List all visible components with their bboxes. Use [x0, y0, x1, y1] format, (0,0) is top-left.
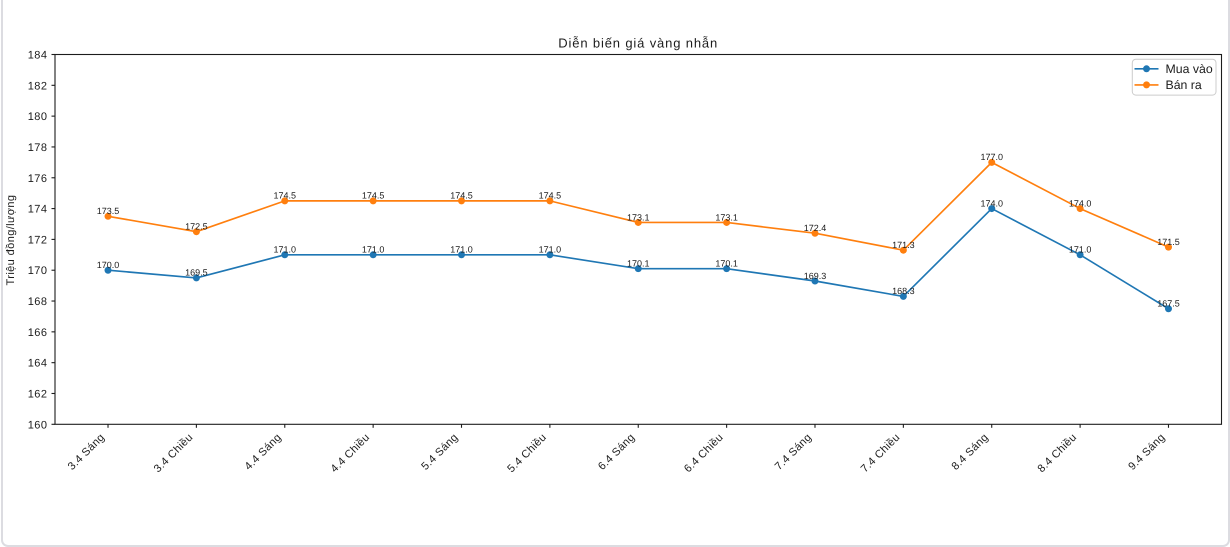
- svg-text:170.0: 170.0: [97, 260, 120, 270]
- svg-text:7.4 Chiều: 7.4 Chiều: [859, 431, 903, 475]
- svg-text:7.4 Sáng: 7.4 Sáng: [773, 431, 814, 472]
- svg-text:170: 170: [28, 265, 48, 277]
- svg-text:172.4: 172.4: [804, 223, 827, 233]
- svg-text:166: 166: [28, 327, 48, 339]
- svg-text:171.3: 171.3: [892, 240, 915, 250]
- svg-text:170.1: 170.1: [715, 258, 738, 268]
- svg-text:173.1: 173.1: [627, 212, 650, 222]
- svg-text:172: 172: [28, 234, 48, 246]
- svg-text:167.5: 167.5: [1157, 299, 1180, 309]
- svg-text:5.4 Chiều: 5.4 Chiều: [505, 431, 549, 475]
- svg-text:172.5: 172.5: [185, 222, 208, 232]
- svg-text:Triệu đồng/lượng: Triệu đồng/lượng: [5, 195, 17, 286]
- svg-text:173.1: 173.1: [715, 212, 738, 222]
- svg-text:4.4 Sáng: 4.4 Sáng: [243, 431, 284, 472]
- svg-text:173.5: 173.5: [97, 206, 120, 216]
- svg-text:174.5: 174.5: [450, 191, 473, 201]
- svg-text:170.1: 170.1: [627, 258, 650, 268]
- svg-text:Bán ra: Bán ra: [1166, 78, 1202, 92]
- svg-text:6.4 Chiều: 6.4 Chiều: [682, 431, 726, 475]
- svg-text:171.0: 171.0: [274, 245, 297, 255]
- svg-text:168.3: 168.3: [892, 286, 915, 296]
- svg-text:174.0: 174.0: [1069, 198, 1092, 208]
- svg-text:171.5: 171.5: [1157, 237, 1180, 247]
- svg-text:174.5: 174.5: [539, 191, 562, 201]
- svg-text:174.0: 174.0: [980, 198, 1003, 208]
- svg-text:160: 160: [28, 419, 48, 431]
- svg-text:176: 176: [28, 173, 48, 185]
- svg-text:168: 168: [28, 296, 48, 308]
- svg-text:171.0: 171.0: [1069, 245, 1092, 255]
- svg-text:164: 164: [28, 358, 48, 370]
- svg-text:3.4 Chiều: 3.4 Chiều: [152, 431, 196, 475]
- svg-text:174: 174: [28, 204, 48, 216]
- svg-text:8.4 Sáng: 8.4 Sáng: [950, 431, 991, 472]
- svg-text:Mua vào: Mua vào: [1166, 62, 1213, 76]
- svg-text:169.5: 169.5: [185, 268, 208, 278]
- svg-text:174.5: 174.5: [362, 191, 385, 201]
- svg-text:182: 182: [28, 80, 48, 92]
- svg-text:180: 180: [28, 111, 48, 123]
- svg-text:4.4 Chiều: 4.4 Chiều: [329, 431, 373, 475]
- svg-text:177.0: 177.0: [980, 152, 1003, 162]
- svg-text:184: 184: [28, 50, 48, 62]
- svg-text:171.0: 171.0: [362, 245, 385, 255]
- svg-text:174.5: 174.5: [274, 191, 297, 201]
- svg-text:6.4 Sáng: 6.4 Sáng: [596, 431, 637, 472]
- svg-text:9.4 Sáng: 9.4 Sáng: [1126, 431, 1167, 472]
- svg-text:8.4 Chiều: 8.4 Chiều: [1036, 431, 1080, 475]
- svg-text:162: 162: [28, 388, 48, 400]
- svg-text:5.4 Sáng: 5.4 Sáng: [419, 431, 460, 472]
- svg-text:3.4 Sáng: 3.4 Sáng: [66, 431, 107, 472]
- svg-text:169.3: 169.3: [804, 271, 827, 281]
- svg-text:178: 178: [28, 142, 48, 154]
- svg-text:171.0: 171.0: [450, 245, 473, 255]
- svg-text:Diễn biến giá vàng nhẫn: Diễn biến giá vàng nhẫn: [558, 35, 718, 50]
- svg-text:171.0: 171.0: [539, 245, 562, 255]
